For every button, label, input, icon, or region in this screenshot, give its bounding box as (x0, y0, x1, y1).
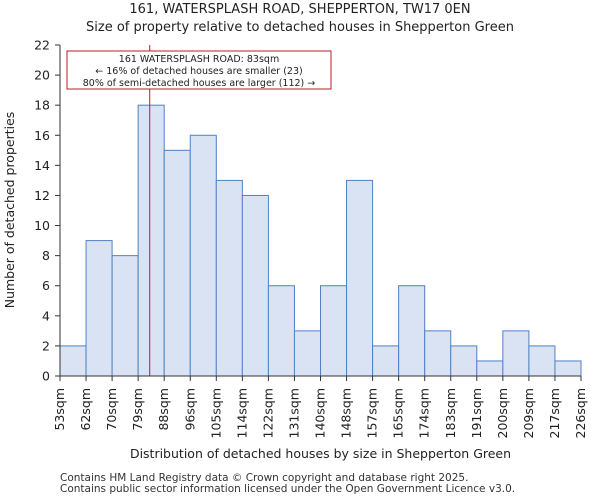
x-tick-label: 114sqm (234, 388, 249, 438)
chart-subtitle: Size of property relative to detached ho… (86, 20, 514, 35)
bar (528, 345, 556, 377)
y-axis-label: Number of detached properties (2, 112, 17, 309)
annotation-line-1: 161 WATERSPLASH ROAD: 83sqm (119, 54, 279, 65)
y-tick-label: 20 (34, 68, 50, 83)
x-tick-label: 131sqm (286, 388, 301, 438)
bar (320, 285, 348, 377)
x-tick-label: 140sqm (313, 388, 328, 438)
annotation-line-2: ← 16% of detached houses are smaller (23… (95, 66, 302, 77)
bar (215, 179, 243, 377)
bar (502, 330, 530, 377)
annotation-box: 161 WATERSPLASH ROAD: 83sqm ← 16% of det… (66, 50, 332, 90)
bar (554, 360, 582, 377)
bar (476, 360, 504, 377)
bar (241, 194, 269, 377)
y-tick-label: 2 (42, 338, 50, 353)
x-tick-label: 217sqm (547, 388, 562, 438)
y-tick-label: 6 (42, 278, 50, 293)
x-tick-label: 183sqm (443, 388, 458, 438)
bar (85, 240, 113, 377)
y-tick-label: 10 (34, 218, 50, 233)
bar (163, 149, 191, 377)
x-tick-label: 174sqm (417, 388, 432, 438)
x-tick-label: 148sqm (339, 388, 354, 438)
y-tick-label: 12 (34, 188, 50, 203)
x-tick-label: 62sqm (78, 388, 93, 431)
y-tick-label: 8 (42, 248, 50, 263)
y-tick-label: 4 (42, 308, 50, 323)
x-tick-label: 226sqm (573, 388, 588, 438)
annotation-line-3: 80% of semi-detached houses are larger (… (83, 78, 316, 89)
x-tick-label: 70sqm (104, 388, 119, 431)
bar (111, 255, 139, 377)
x-tick-label: 200sqm (495, 388, 510, 438)
x-tick-label: 165sqm (391, 388, 406, 438)
annotation-rect (66, 50, 332, 90)
bar (293, 330, 322, 377)
y-tick-label: 14 (34, 158, 50, 173)
x-axis-label: Distribution of detached houses by size … (130, 446, 511, 461)
bar (59, 345, 87, 377)
bar (267, 285, 295, 377)
y-tick-label: 16 (34, 128, 50, 143)
y-tick-label: 22 (34, 38, 50, 53)
bar (398, 285, 426, 377)
bar (137, 104, 165, 377)
bar (189, 134, 217, 377)
footer-line-1: Contains HM Land Registry data © Crown c… (60, 472, 469, 484)
x-tick-label: 122sqm (260, 388, 275, 438)
x-tick-label: 209sqm (521, 388, 536, 438)
y-tick-label: 0 (42, 369, 50, 384)
x-tick-label: 79sqm (130, 388, 145, 431)
chart-title: 161, WATERSPLASH ROAD, SHEPPERTON, TW17 … (129, 2, 471, 17)
bar (372, 345, 400, 377)
bar (450, 345, 478, 377)
x-tick-label: 53sqm (52, 388, 67, 431)
x-tick-label: 105sqm (208, 388, 223, 438)
x-tick-label: 191sqm (469, 388, 484, 438)
x-tick-label: 96sqm (182, 388, 197, 431)
bar (346, 179, 374, 377)
x-tick-label: 157sqm (365, 388, 380, 438)
y-tick-label: 18 (34, 98, 50, 113)
footer-line-2: Contains public sector information licen… (60, 483, 516, 495)
x-tick-label: 88sqm (156, 388, 171, 431)
bar (424, 330, 452, 377)
